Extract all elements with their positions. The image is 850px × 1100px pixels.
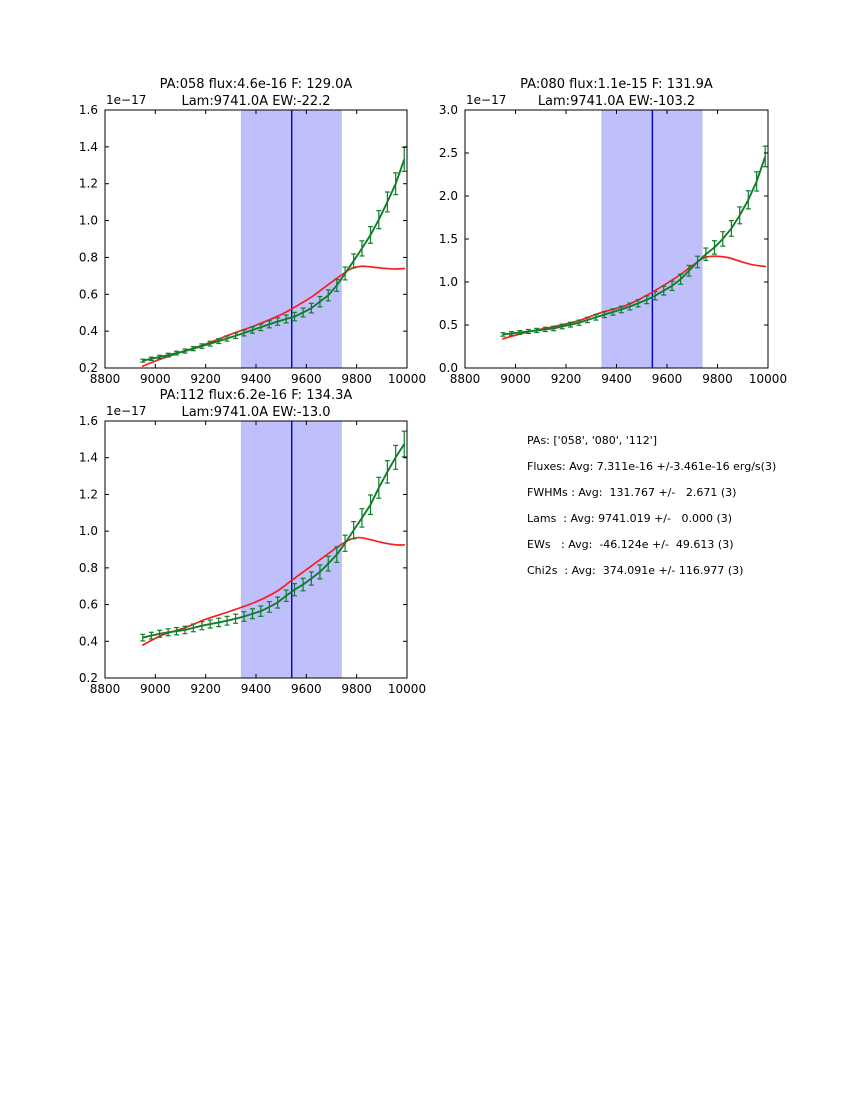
y-axis-offset-label: 1e−17 <box>106 404 146 418</box>
y-tick-label: 0.8 <box>79 250 98 264</box>
subplot-pa112: 8800 9000 9200 9400 9600 9800 10000 0.2 0.4 0.6 0.… <box>79 388 426 696</box>
stats-line-fwhms: FWHMs : Avg: 131.767 +/- 2.671 (3) <box>527 486 737 499</box>
spectrum-curve <box>142 159 406 362</box>
tick-marks <box>104 109 408 369</box>
x-tick-label: 9600 <box>291 372 322 386</box>
y-tick-label: 0.2 <box>79 671 98 685</box>
y-tick-label: 1.4 <box>79 140 98 154</box>
stats-line-lams: Lams : Avg: 9741.019 +/- 0.000 (3) <box>527 512 733 525</box>
x-tick-label: 8800 <box>450 372 481 386</box>
x-tick-label: 9000 <box>500 372 531 386</box>
y-tick-label: 0.4 <box>79 324 98 338</box>
stats-panel: PAs: ['058', '080', '112'] Fluxes: Avg: … <box>527 428 776 584</box>
stats-line-pas: PAs: ['058', '080', '112'] <box>527 434 658 447</box>
y-axis-offset-label: 1e−17 <box>106 93 146 107</box>
x-tick-label: 9000 <box>140 682 171 696</box>
plot-title-line2: Lam:9741.0A EW:-13.0 <box>181 405 330 420</box>
x-tick-label: 9800 <box>341 372 372 386</box>
plot-title-line2: Lam:9741.0A EW:-103.2 <box>538 94 695 109</box>
x-tick-label: 9200 <box>190 682 221 696</box>
stats-line-ews: EWs : Avg: -46.124e +/- 49.613 (3) <box>527 538 734 551</box>
x-tick-label: 9400 <box>241 372 272 386</box>
x-tick-label: 9200 <box>551 372 582 386</box>
y-tick-label: 1.2 <box>79 487 98 501</box>
stats-line-fluxes: Fluxes: Avg: 7.311e-16 +/-3.461e-16 erg/… <box>527 460 777 473</box>
model-fit-curve <box>502 255 767 340</box>
y-tick-label: 1.6 <box>79 103 98 117</box>
plot-title-line1: PA:080 flux:1.1e-15 F: 131.9A <box>520 77 713 92</box>
y-tick-label: 0.6 <box>79 598 98 612</box>
y-tick-label: 2.0 <box>439 189 458 203</box>
stats-line-chi2s: Chi2s : Avg: 374.091e +/- 116.977 (3) <box>527 564 744 577</box>
y-tick-label: 0.0 <box>439 361 458 375</box>
y-tick-label: 0.2 <box>79 361 98 375</box>
plot-title-line2: Lam:9741.0A EW:-22.2 <box>181 94 330 109</box>
y-tick-label: 1.6 <box>79 414 98 428</box>
y-tick-label: 1.4 <box>79 451 98 465</box>
x-tick-label: 9000 <box>140 372 171 386</box>
x-tick-label: 9600 <box>652 372 683 386</box>
y-tick-label: 0.5 <box>439 318 458 332</box>
y-tick-label: 2.5 <box>439 146 458 160</box>
y-tick-label: 1.0 <box>439 275 458 289</box>
y-tick-label: 3.0 <box>439 103 458 117</box>
x-tick-label: 10000 <box>388 372 426 386</box>
x-tick-label: 9400 <box>601 372 632 386</box>
tick-marks <box>464 109 769 369</box>
y-tick-label: 1.0 <box>79 214 98 228</box>
x-tick-label: 9200 <box>190 372 221 386</box>
x-tick-label: 9800 <box>702 372 733 386</box>
x-tick-label: 8800 <box>90 682 121 696</box>
plot-title-line1: PA:112 flux:6.2e-16 F: 134.3A <box>160 388 353 403</box>
subplot-pa058: 8800 9000 9200 9400 9600 9800 10000 0.2 0.4 0.6 0.… <box>79 77 426 386</box>
x-tick-label: 10000 <box>388 682 426 696</box>
y-tick-label: 1.2 <box>79 177 98 191</box>
x-tick-label: 9800 <box>341 682 372 696</box>
x-tick-label: 8800 <box>90 372 121 386</box>
subplot-pa080: 8800 9000 9200 9400 9600 9800 10000 0.0 0.5 1.0 1.… <box>439 77 787 386</box>
x-tick-label: 9600 <box>291 682 322 696</box>
y-tick-label: 1.5 <box>439 232 458 246</box>
x-tick-label: 10000 <box>749 372 787 386</box>
y-tick-label: 1.0 <box>79 524 98 538</box>
y-tick-label: 0.4 <box>79 634 98 648</box>
spectrum-curve <box>502 156 767 336</box>
y-tick-label: 0.6 <box>79 287 98 301</box>
y-axis-offset-label: 1e−17 <box>466 93 506 107</box>
tick-marks <box>104 420 408 679</box>
y-tick-label: 0.8 <box>79 561 98 575</box>
x-tick-label: 9400 <box>241 682 272 696</box>
plot-title-line1: PA:058 flux:4.6e-16 F: 129.0A <box>160 77 353 92</box>
spectrum-curve <box>142 443 406 639</box>
